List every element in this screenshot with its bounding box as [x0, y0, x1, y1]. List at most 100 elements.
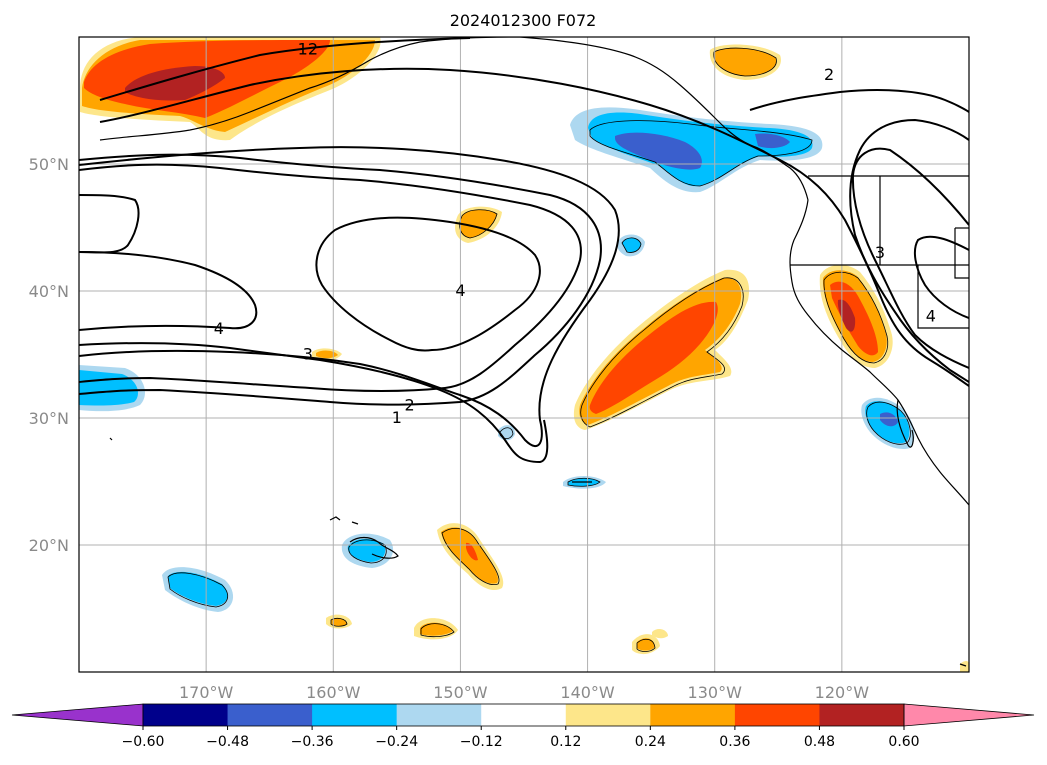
map-frame	[78, 36, 970, 673]
contour-line-3-inner	[79, 163, 582, 392]
colorbar-segment	[734, 704, 820, 726]
contour-label: 2	[404, 395, 414, 414]
colorbar-segment	[650, 704, 736, 726]
island-outline	[959, 663, 967, 667]
colorbar-segment	[227, 704, 313, 726]
island-outline	[329, 516, 341, 521]
colorbar-tick-label: 0.60	[888, 734, 919, 750]
colorbar-segment	[143, 704, 229, 726]
positive-anomaly-region	[652, 629, 668, 639]
west-coast-coastline	[789, 199, 969, 506]
y-tick-label: 30°N	[29, 409, 69, 428]
contour-line-north	[99, 67, 969, 387]
positive-anomaly-region	[589, 301, 718, 414]
contour-line-2-north-east	[749, 89, 969, 113]
colorbar-tick-label: −0.36	[291, 734, 334, 750]
x-tick-label: 130°W	[688, 683, 743, 702]
outline-contour	[441, 528, 500, 586]
colorbar-extend-min	[11, 703, 144, 727]
outline-contour	[167, 572, 229, 608]
positive-anomaly-region	[713, 48, 777, 76]
colorbar-tick-label: 0.48	[804, 734, 835, 750]
colorbar-tick-label: 0.24	[635, 734, 666, 750]
contour-label: 4	[926, 306, 936, 325]
contour-label: 3	[875, 243, 885, 262]
alaska-coastline	[519, 37, 809, 201]
contour-line-1-outer	[79, 146, 620, 448]
island-outline	[351, 521, 359, 525]
positive-anomaly-region	[125, 66, 225, 101]
contour-label: 1	[392, 408, 402, 427]
island-outline	[109, 437, 113, 441]
baja-coastline	[896, 399, 914, 448]
outline-contour	[420, 623, 455, 638]
positive-anomaly-region	[331, 618, 347, 627]
colorbar-segment	[481, 704, 567, 726]
colorbar-segment	[565, 704, 651, 726]
contour-label: 3	[303, 345, 313, 364]
x-tick-label: 150°W	[433, 683, 488, 702]
colorbar-segment	[819, 704, 905, 726]
colorbar-segment	[312, 704, 398, 726]
x-tick-label: 140°W	[560, 683, 615, 702]
positive-anomaly-region	[466, 542, 478, 561]
colorbar-tick-label: −0.24	[375, 734, 418, 750]
positive-anomaly-region	[420, 622, 453, 636]
contour-line-2-middle	[79, 153, 602, 406]
colorbar-extend-max	[903, 703, 1035, 727]
positive-anomaly-region	[960, 661, 969, 672]
outline-contour	[567, 477, 601, 487]
alaska-coastline	[99, 37, 521, 141]
y-tick-labels: 20°N 30°N 40°N 50°N	[29, 155, 69, 555]
positive-anomaly-region	[637, 638, 655, 651]
outline-contour	[621, 237, 642, 253]
x-tick-label: 120°W	[815, 683, 870, 702]
colorbar-tick-label: −0.60	[122, 734, 165, 750]
island-outline	[349, 536, 399, 559]
contour-line-north-2	[99, 37, 471, 101]
y-tick-label: 50°N	[29, 155, 69, 174]
positive-anomaly-region	[459, 209, 497, 238]
filled-anomaly-regions	[79, 37, 969, 672]
colorbar-tick-label: 0.36	[719, 734, 750, 750]
negative-anomaly-region	[880, 412, 898, 427]
contour-line-3-labeled	[79, 342, 549, 464]
colorbar-segment	[396, 704, 482, 726]
y-tick-label: 40°N	[29, 282, 69, 301]
contour-label: 12	[298, 40, 318, 59]
negative-anomaly-region	[755, 133, 790, 149]
positive-anomaly-region	[316, 350, 338, 359]
y-tick-label: 20°N	[29, 536, 69, 555]
contour-line-east-2	[849, 118, 969, 383]
contour-label: 4	[455, 281, 465, 300]
outline-contour	[580, 277, 744, 428]
x-tick-label: 170°W	[179, 683, 234, 702]
colorbar-tick-label: 0.12	[550, 734, 581, 750]
coastlines	[99, 37, 969, 667]
colorbar-tick-label: −0.48	[206, 734, 249, 750]
contour-label: 4	[214, 319, 224, 338]
contour-line-west-edge	[79, 194, 140, 254]
outline-contour	[713, 47, 777, 77]
contour-line-4-center	[315, 216, 541, 352]
outline-contour	[636, 638, 656, 652]
state-border	[954, 228, 969, 279]
negative-anomaly-region	[615, 132, 702, 170]
colorbar-tick-label: −0.12	[460, 734, 503, 750]
state-border	[917, 265, 969, 329]
thick-contours	[79, 37, 969, 464]
contour-line-outer-west	[79, 251, 258, 331]
x-tick-labels: 170°W 160°W 150°W 140°W 130°W 120°W	[179, 683, 869, 702]
outline-contour	[823, 271, 889, 364]
colorbar: −0.60 −0.48 −0.36 −0.24 −0.12 0.12 0.24 0.36 0.4…	[11, 703, 1035, 750]
negative-anomaly-region	[622, 237, 641, 253]
colorbar-frame	[142, 703, 905, 727]
contour-label: 2	[824, 65, 834, 84]
chart-title: 2024012300 F072	[450, 11, 597, 30]
contour-line-east-3	[851, 147, 969, 369]
x-tick-label: 160°W	[306, 683, 361, 702]
